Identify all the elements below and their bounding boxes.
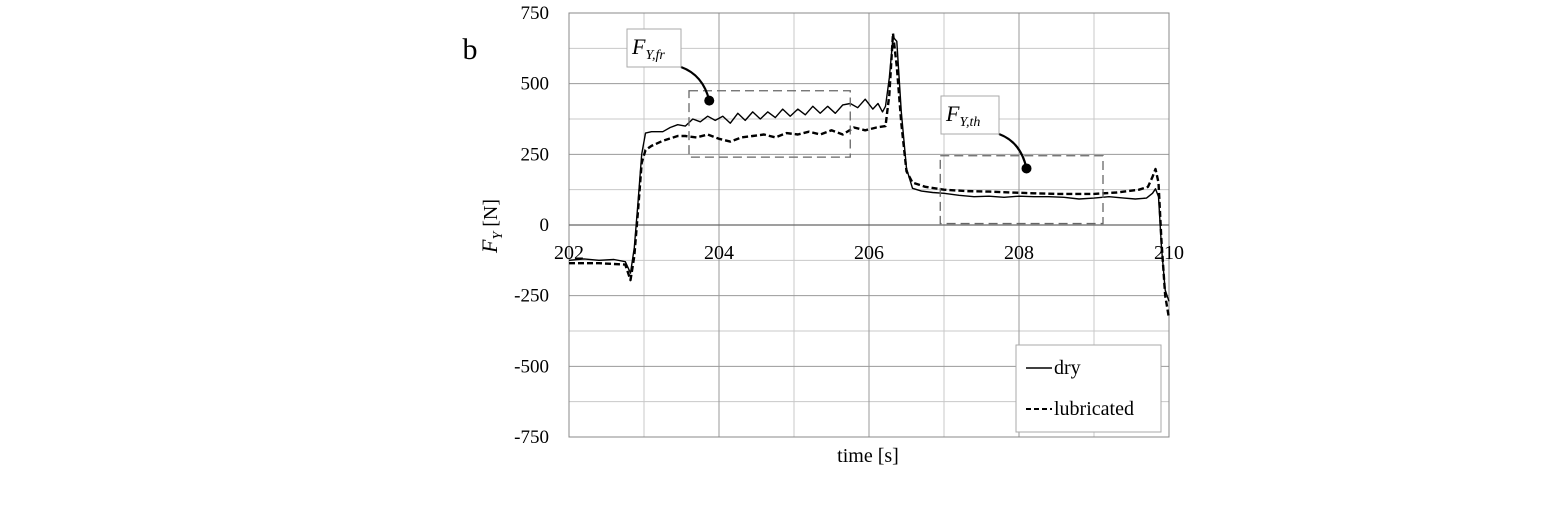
annotation-leader-line [998, 132, 1028, 169]
legend: dry lubricated [1015, 344, 1162, 433]
annotation-label: FY,th [945, 101, 980, 130]
annotation-marker [704, 95, 715, 106]
series-line-lubricated [569, 32, 1171, 319]
annotation-marker [1021, 163, 1032, 174]
y-tick-label: -250 [514, 286, 549, 307]
y-axis-title-unit: [N] [480, 199, 502, 227]
x-tick-label: 206 [854, 242, 884, 264]
y-tick-label: 250 [521, 144, 550, 165]
x-tick-label: 210 [1154, 242, 1184, 264]
y-axis-title-base: F [477, 239, 502, 254]
legend-frame [1015, 344, 1162, 433]
legend-label-dry: dry [1054, 357, 1081, 379]
x-axis-title: time [s] [837, 445, 899, 467]
y-tick-label: 500 [521, 74, 550, 95]
svg-text:FY[N]: FY [N] [477, 199, 506, 254]
series-layer [568, 32, 1171, 319]
annotation-label-box [940, 95, 1000, 135]
annotation-layer: FY,fr FY,th [626, 28, 1104, 225]
annotation-label: FY,fr [631, 34, 665, 63]
annotation-region-box [939, 155, 1104, 225]
x-axis-tick-labels: 202 204 206 208 210 [554, 242, 1184, 264]
y-tick-label: -500 [514, 356, 549, 377]
series-line-dry [568, 36, 1170, 302]
y-tick-label: 0 [540, 215, 550, 236]
panel-label: b [463, 33, 478, 66]
annotation-label-box [626, 28, 682, 68]
x-tick-label: 208 [1004, 242, 1034, 264]
y-axis-tick-labels: 750 500 250 0 -250 -500 -750 [514, 3, 549, 448]
y-axis-title: FY [N] [477, 199, 506, 254]
x-tick-label: 202 [554, 242, 584, 264]
y-tick-label: 750 [521, 3, 550, 24]
x-tick-label: 204 [704, 242, 734, 264]
y-tick-label: -750 [514, 427, 549, 448]
legend-label-lubricated: lubricated [1054, 398, 1134, 420]
y-axis-title-subscript: Y [491, 230, 506, 240]
annotation-region-box [688, 90, 851, 158]
